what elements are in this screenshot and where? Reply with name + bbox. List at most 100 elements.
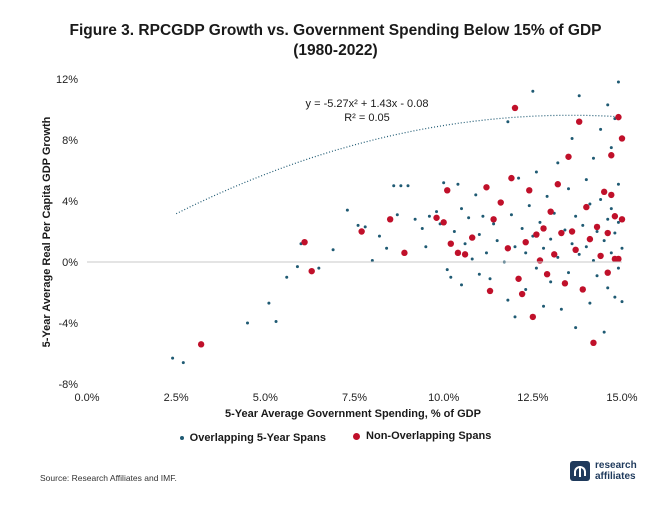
non-overlapping-point bbox=[469, 234, 476, 241]
overlapping-point bbox=[542, 304, 546, 308]
overlapping-point bbox=[616, 266, 620, 270]
non-overlapping-point bbox=[536, 257, 544, 264]
non-overlapping-point bbox=[576, 118, 583, 125]
overlapping-point bbox=[609, 251, 613, 255]
overlapping-point bbox=[285, 275, 289, 279]
legend-marker-non-overlapping bbox=[353, 432, 361, 440]
non-overlapping-point bbox=[301, 238, 308, 246]
non-overlapping-point bbox=[551, 251, 558, 258]
non-overlapping-point bbox=[572, 246, 579, 253]
overlapping-point bbox=[370, 258, 374, 262]
x-tick-label: 7.5% bbox=[342, 392, 367, 404]
legend-marker-overlapping bbox=[179, 435, 184, 440]
brand-line1: research bbox=[595, 460, 637, 471]
overlapping-point bbox=[171, 356, 175, 360]
non-overlapping-point bbox=[197, 341, 205, 348]
overlapping-point bbox=[445, 268, 449, 272]
overlapping-point bbox=[513, 245, 517, 249]
overlapping-point bbox=[577, 94, 581, 98]
overlapping-point bbox=[467, 216, 471, 220]
overlapping-point bbox=[377, 234, 381, 238]
overlapping-point bbox=[538, 220, 542, 224]
overlapping-point bbox=[534, 266, 538, 270]
overlapping-point bbox=[606, 286, 610, 290]
overlapping-point bbox=[481, 214, 485, 218]
overlapping-point bbox=[246, 321, 249, 325]
overlapping-point bbox=[616, 220, 620, 224]
non-overlapping-point bbox=[540, 225, 547, 232]
brand-logo: research affiliates bbox=[570, 460, 637, 482]
x-tick-label: 0.0% bbox=[74, 392, 99, 404]
overlapping-point bbox=[424, 245, 428, 249]
non-overlapping-point bbox=[401, 249, 408, 257]
non-overlapping-series bbox=[197, 104, 626, 348]
overlapping-point bbox=[513, 315, 517, 319]
non-overlapping-point bbox=[483, 184, 490, 191]
overlapping-point bbox=[495, 239, 499, 243]
non-overlapping-point bbox=[308, 267, 315, 275]
overlapping-point bbox=[295, 265, 299, 269]
overlapping-point bbox=[484, 251, 488, 255]
non-overlapping-point bbox=[526, 187, 533, 194]
x-tick-label: 2.5% bbox=[164, 392, 189, 404]
non-overlapping-point bbox=[522, 238, 529, 246]
non-overlapping-point bbox=[447, 240, 454, 247]
overlapping-point bbox=[317, 266, 321, 270]
y-tick-label: -4% bbox=[58, 318, 78, 330]
overlapping-point bbox=[556, 161, 560, 165]
overlapping-point bbox=[606, 103, 610, 107]
y-tick-label: 4% bbox=[62, 196, 78, 208]
overlapping-point bbox=[506, 120, 510, 124]
overlapping-point bbox=[524, 287, 528, 291]
legend-label-overlapping: Overlapping 5-Year Spans bbox=[189, 431, 326, 444]
non-overlapping-point bbox=[615, 255, 622, 263]
non-overlapping-point bbox=[608, 152, 615, 159]
overlapping-point bbox=[331, 248, 335, 252]
legend-item-overlapping: Overlapping 5-Year Spans bbox=[179, 431, 326, 444]
non-overlapping-point bbox=[565, 153, 572, 160]
overlapping-point bbox=[574, 326, 578, 330]
overlapping-point bbox=[559, 307, 563, 311]
overlapping-point bbox=[420, 226, 424, 230]
overlapping-point bbox=[613, 231, 617, 235]
x-tick-label: 15.0% bbox=[606, 392, 637, 404]
non-overlapping-point bbox=[508, 174, 515, 182]
overlapping-point bbox=[595, 274, 599, 278]
overlapping-point bbox=[427, 214, 431, 218]
non-overlapping-point bbox=[454, 249, 462, 257]
non-overlapping-point bbox=[618, 216, 626, 223]
overlapping-point bbox=[442, 181, 446, 185]
chart-title: Figure 3. RPCGDP Growth vs. Government S… bbox=[69, 22, 602, 39]
overlapping-point bbox=[563, 228, 567, 232]
non-overlapping-point bbox=[518, 290, 526, 298]
overlapping-point bbox=[181, 361, 185, 365]
non-overlapping-point bbox=[618, 135, 626, 142]
r-squared-label: R² = 0.05 bbox=[344, 112, 390, 124]
overlapping-point bbox=[574, 214, 578, 218]
non-overlapping-point bbox=[504, 245, 512, 252]
overlapping-point bbox=[395, 213, 399, 217]
non-overlapping-point bbox=[444, 187, 451, 194]
overlapping-point bbox=[492, 222, 496, 226]
overlapping-point bbox=[527, 204, 531, 208]
overlapping-point bbox=[620, 300, 624, 304]
y-axis-label: 5-Year Average Real Per Capita GDP Growt… bbox=[41, 116, 53, 347]
overlapping-point bbox=[524, 251, 528, 255]
non-overlapping-point bbox=[558, 229, 565, 237]
overlapping-point bbox=[488, 277, 492, 281]
legend-label-non-overlapping: Non-Overlapping Spans bbox=[366, 430, 492, 442]
overlapping-point bbox=[602, 239, 606, 243]
non-overlapping-point bbox=[608, 191, 615, 199]
overlapping-point bbox=[577, 252, 581, 256]
x-tick-label: 5.0% bbox=[253, 392, 278, 404]
non-overlapping-point bbox=[604, 229, 611, 237]
y-tick-label: -8% bbox=[58, 379, 78, 391]
overlapping-point bbox=[570, 136, 574, 140]
y-tick-label: 0% bbox=[62, 257, 78, 269]
overlapping-point bbox=[406, 184, 410, 188]
overlapping-point bbox=[591, 156, 595, 160]
non-overlapping-point bbox=[440, 219, 447, 226]
trendline bbox=[175, 114, 623, 215]
non-overlapping-point bbox=[593, 223, 601, 231]
